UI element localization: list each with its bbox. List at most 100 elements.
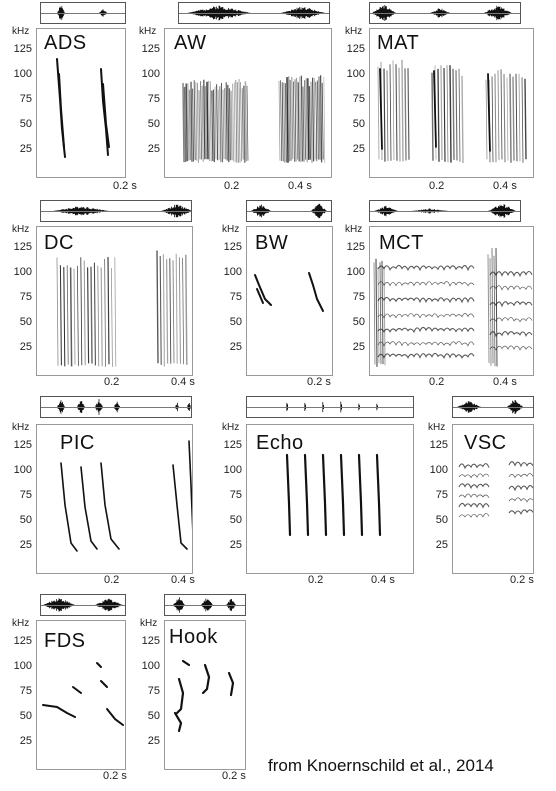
echo-spectrogram xyxy=(246,424,414,574)
echo-frequency-tick: 25 xyxy=(229,539,242,551)
bw-time-tick: 0.2 s xyxy=(307,376,331,388)
hook-frequency-tick: 50 xyxy=(147,710,160,722)
ads-spectrogram xyxy=(36,28,126,178)
mat-panel-label: MAT xyxy=(377,32,420,54)
dc-frequency-unit: kHz xyxy=(12,224,30,235)
mct-frequency-tick: 125 xyxy=(346,241,365,253)
fds-spectrogram xyxy=(36,620,126,770)
fds-time-tick: 0.2 s xyxy=(103,770,127,782)
hook-frequency-unit: kHz xyxy=(140,618,158,629)
aw-frequency-tick: 125 xyxy=(141,43,160,55)
bw-frequency-tick: 100 xyxy=(223,266,242,278)
vsc-frequency-unit: kHz xyxy=(428,422,446,433)
ads-time-tick: 0.2 s xyxy=(113,180,137,192)
mat-spectrogram xyxy=(369,28,534,178)
dc-time-tick: 0.4 s xyxy=(171,376,195,388)
ads-waveform xyxy=(40,2,126,24)
pic-frequency-tick: 50 xyxy=(19,514,32,526)
mat-time-tick: 0.4 s xyxy=(493,180,517,192)
bw-frequency-tick: 25 xyxy=(229,341,242,353)
mct-frequency-tick: 75 xyxy=(352,291,365,303)
aw-time-tick: 0.2 xyxy=(224,180,240,192)
dc-frequency-tick: 100 xyxy=(13,266,32,278)
vsc-spectrogram xyxy=(452,424,534,574)
vsc-time-tick: 0.2 s xyxy=(510,574,534,586)
pic-waveform xyxy=(40,396,192,418)
ads-frequency-tick: 100 xyxy=(13,68,32,80)
mct-frequency-tick: 50 xyxy=(352,316,365,328)
fds-frequency-unit: kHz xyxy=(12,618,30,629)
vsc-frequency-tick: 100 xyxy=(429,464,448,476)
mat-frequency-tick: 125 xyxy=(346,43,365,55)
fds-waveform xyxy=(40,594,126,616)
hook-frequency-tick: 125 xyxy=(141,635,160,647)
bw-frequency-tick: 50 xyxy=(229,316,242,328)
pic-time-tick: 0.2 xyxy=(104,574,120,586)
mat-frequency-tick: 50 xyxy=(352,118,365,130)
fds-frequency-tick: 25 xyxy=(19,735,32,747)
echo-frequency-tick: 125 xyxy=(223,439,242,451)
hook-frequency-tick: 75 xyxy=(147,685,160,697)
bw-spectrogram xyxy=(246,226,333,376)
vsc-panel-label: VSC xyxy=(464,432,507,454)
dc-frequency-tick: 125 xyxy=(13,241,32,253)
dc-frequency-tick: 50 xyxy=(19,316,32,328)
pic-frequency-unit: kHz xyxy=(12,422,30,433)
pic-frequency-tick: 100 xyxy=(13,464,32,476)
pic-spectrogram xyxy=(36,424,193,574)
dc-panel-label: DC xyxy=(44,232,74,254)
pic-frequency-tick: 125 xyxy=(13,439,32,451)
dc-frequency-tick: 25 xyxy=(19,341,32,353)
echo-frequency-unit: kHz xyxy=(222,422,240,433)
hook-panel-label: Hook xyxy=(169,626,218,648)
mat-frequency-tick: 100 xyxy=(346,68,365,80)
mat-waveform xyxy=(369,2,521,24)
ads-frequency-tick: 25 xyxy=(19,143,32,155)
vsc-frequency-tick: 25 xyxy=(435,539,448,551)
echo-panel-label: Echo xyxy=(256,432,304,454)
pic-frequency-tick: 75 xyxy=(19,489,32,501)
dc-time-tick: 0.2 xyxy=(104,376,120,388)
mct-frequency-tick: 100 xyxy=(346,266,365,278)
echo-waveform xyxy=(246,396,414,418)
echo-frequency-tick: 100 xyxy=(223,464,242,476)
citation: from Knoernschild et al., 2014 xyxy=(268,756,494,775)
aw-frequency-tick: 25 xyxy=(147,143,160,155)
pic-frequency-tick: 25 xyxy=(19,539,32,551)
fds-frequency-tick: 100 xyxy=(13,660,32,672)
aw-spectrogram xyxy=(164,28,332,178)
vsc-frequency-tick: 50 xyxy=(435,514,448,526)
pic-time-tick: 0.4 s xyxy=(171,574,195,586)
fds-frequency-tick: 75 xyxy=(19,685,32,697)
ads-panel-label: ADS xyxy=(44,32,87,54)
bw-waveform xyxy=(246,200,332,222)
hook-spectrogram xyxy=(164,620,246,770)
ads-frequency-tick: 75 xyxy=(19,93,32,105)
vsc-waveform xyxy=(452,396,534,418)
vsc-frequency-tick: 75 xyxy=(435,489,448,501)
fds-frequency-tick: 125 xyxy=(13,635,32,647)
dc-waveform xyxy=(40,200,192,222)
pic-panel-label: PIC xyxy=(60,432,95,454)
bw-frequency-unit: kHz xyxy=(222,224,240,235)
aw-frequency-tick: 100 xyxy=(141,68,160,80)
aw-frequency-unit: kHz xyxy=(139,26,157,37)
dc-frequency-tick: 75 xyxy=(19,291,32,303)
fds-frequency-tick: 50 xyxy=(19,710,32,722)
echo-time-tick: 0.4 s xyxy=(371,574,395,586)
echo-frequency-tick: 75 xyxy=(229,489,242,501)
vsc-frequency-tick: 125 xyxy=(429,439,448,451)
hook-waveform xyxy=(164,594,246,616)
mct-spectrogram xyxy=(369,226,534,376)
mct-waveform xyxy=(369,200,521,222)
mct-time-tick: 0.2 xyxy=(429,376,445,388)
mat-frequency-unit: kHz xyxy=(345,26,363,37)
hook-frequency-tick: 100 xyxy=(141,660,160,672)
fds-panel-label: FDS xyxy=(44,630,86,652)
ads-frequency-unit: kHz xyxy=(12,26,30,37)
aw-waveform xyxy=(178,2,330,24)
bw-frequency-tick: 75 xyxy=(229,291,242,303)
aw-frequency-tick: 50 xyxy=(147,118,160,130)
mct-frequency-unit: kHz xyxy=(345,224,363,235)
mat-frequency-tick: 25 xyxy=(352,143,365,155)
